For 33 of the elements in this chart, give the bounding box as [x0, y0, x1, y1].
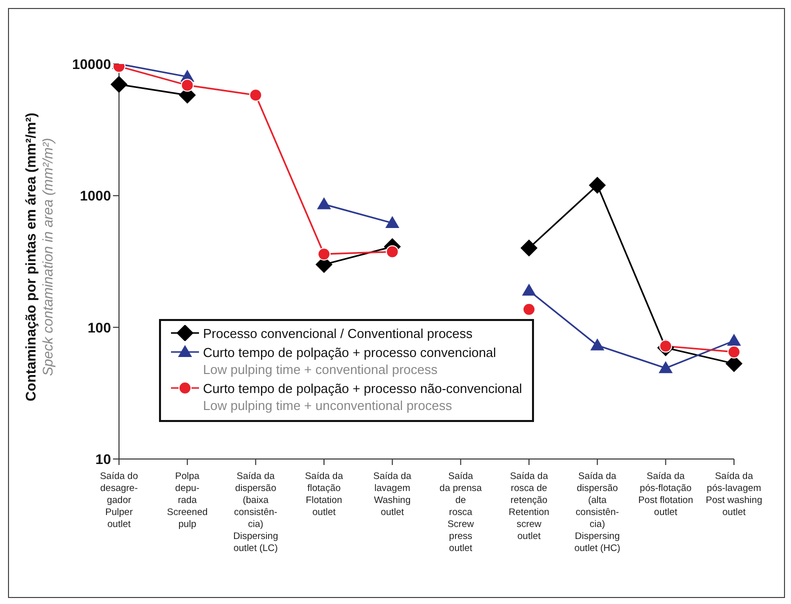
- x-tick-label: Saída da prensa de rosca Screw press outlet: [440, 471, 483, 554]
- point: [386, 245, 399, 258]
- y-axis-title: Contaminação por pintas em área (mm²/m²) Speck contamination in area (mm²/m²): [22, 112, 56, 401]
- legend-label: Curto tempo de polpação + processo não-convencional Low pulping time + unconventional process: [203, 380, 522, 414]
- y-tick-label: 10: [95, 450, 112, 467]
- x-tick-label: Saída da pós-flotação Post flotation outlet: [638, 471, 694, 518]
- point: [590, 338, 604, 350]
- point: [385, 216, 400, 228]
- x-tick-label: Saída da dispersão (alta consistên- cia) Dispersing outlet (HC): [574, 471, 620, 554]
- point: [658, 361, 673, 374]
- x-tick-label: Saída da lavagem Washing outlet: [373, 471, 412, 518]
- point: [110, 76, 128, 93]
- point: [728, 345, 740, 358]
- point: [588, 176, 606, 194]
- legend-label: Curto tempo de polpação + processo convencional Low pulping time + conventional process: [203, 344, 496, 378]
- x-tick-label: Saída da pós-lavagem Post washing outlet: [706, 471, 762, 518]
- point: [180, 78, 194, 92]
- x-tick-label: Saída do desagre- gador Pulper outlet: [100, 471, 138, 530]
- y-tick-label: 1000: [80, 188, 112, 204]
- x-tick-label: Polpa depu- rada Screened pulp: [166, 471, 208, 530]
- point: [522, 302, 536, 316]
- y-tick-label: 100: [88, 319, 112, 336]
- y-tick-label: 10000: [72, 56, 112, 72]
- point: [249, 88, 262, 102]
- point: [520, 240, 538, 257]
- x-tick-label: Saída da rosca de retenção Retention screw outlet: [508, 471, 550, 542]
- legend-label: Processo convencional / Conventional process: [203, 325, 473, 342]
- point: [727, 334, 741, 346]
- x-tick-label: Saída da flotação Flotation outlet: [304, 471, 344, 518]
- point: [522, 284, 536, 296]
- x-tick-label: Saída da dispersão (baixa consistên- cia) Dispersing outlet (LC): [233, 471, 278, 554]
- point: [317, 197, 331, 210]
- point: [318, 248, 330, 261]
